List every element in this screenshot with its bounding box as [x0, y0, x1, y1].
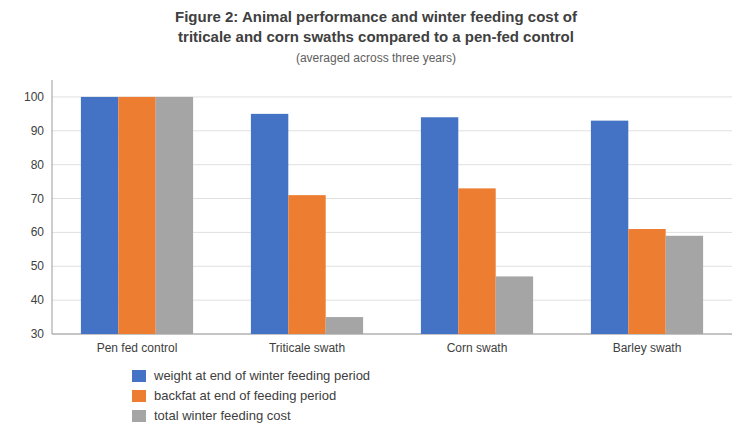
y-tick-label: 40 [31, 293, 45, 307]
legend-label: total winter feeding cost [154, 408, 291, 423]
legend-label: backfat at end of feeding period [154, 388, 336, 403]
bar [156, 97, 193, 334]
bar [458, 188, 495, 334]
background [0, 0, 752, 444]
legend-swatch [132, 410, 146, 422]
y-tick-label: 30 [31, 327, 45, 341]
x-tick-label: Pen fed control [97, 341, 178, 355]
bar [251, 114, 288, 334]
x-tick-label: Triticale swath [269, 341, 345, 355]
y-axis-line [52, 80, 53, 334]
title: Figure 2: Animal performance and winter … [175, 8, 578, 45]
bar [326, 317, 363, 334]
y-tick-label: 90 [31, 124, 45, 138]
bar [421, 117, 458, 334]
y-tick-label: 70 [31, 192, 45, 206]
legend-swatch [132, 390, 146, 402]
y-tick-label: 60 [31, 225, 45, 239]
bar [288, 195, 325, 334]
bar [81, 97, 118, 334]
x-tick-label: Corn swath [447, 341, 508, 355]
y-tick-label: 50 [31, 259, 45, 273]
chart: Figure 2: Animal performance and winter … [0, 0, 752, 444]
subtitle: (averaged across three years) [296, 51, 456, 65]
bar [628, 229, 665, 334]
legend-swatch [132, 370, 146, 382]
x-tick-label: Barley swath [613, 341, 682, 355]
legend-label: weight at end of winter feeding period [153, 368, 370, 383]
y-tick-label: 100 [24, 90, 44, 104]
bar [666, 236, 703, 334]
bars [81, 97, 703, 334]
bar [496, 276, 533, 334]
y-tick-label: 80 [31, 158, 45, 172]
bar [118, 97, 155, 334]
legend: weight at end of winter feeding period ba… [132, 368, 370, 423]
bar [591, 121, 628, 334]
